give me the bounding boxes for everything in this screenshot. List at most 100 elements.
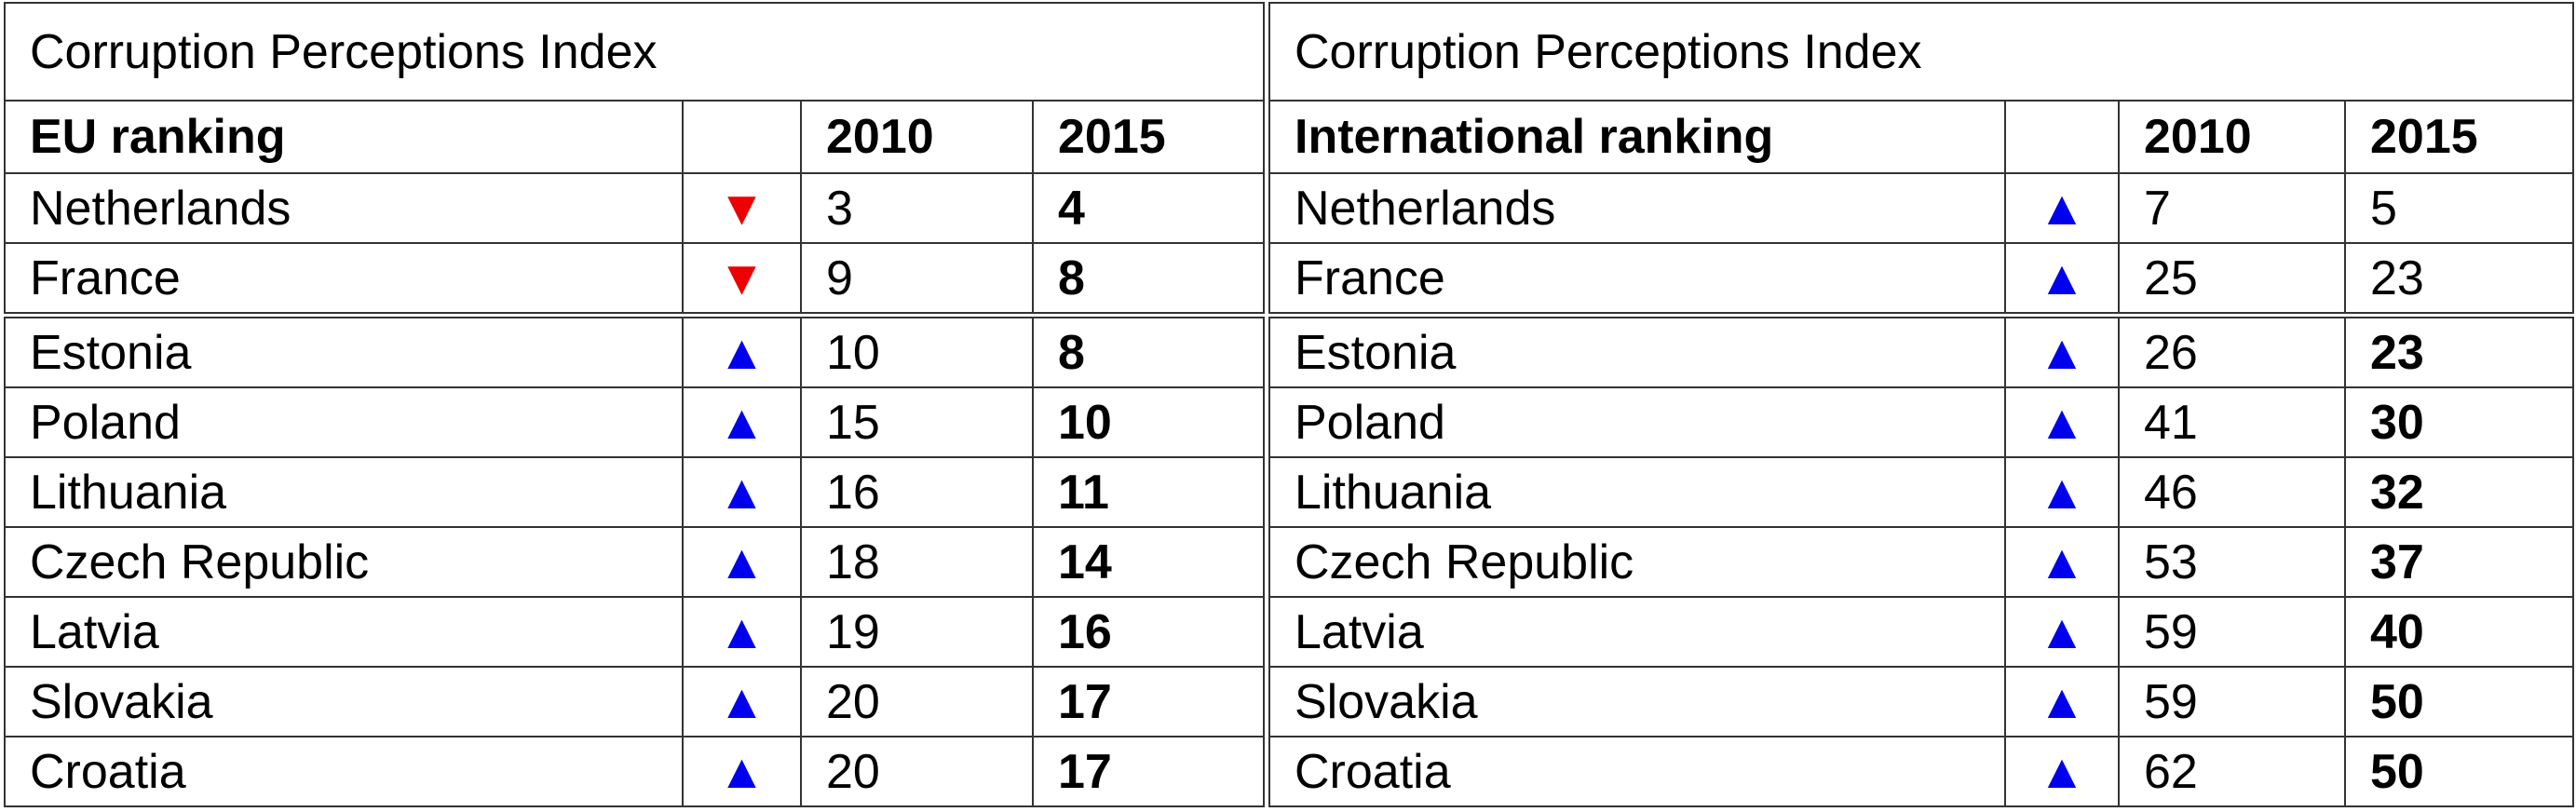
- rank-2015: 30: [2344, 386, 2574, 458]
- data-row: Netherlands ▼ 3 4: [4, 172, 1265, 244]
- rank-2010: 19: [800, 596, 1034, 668]
- rank-2010: 3: [800, 172, 1034, 244]
- rank-2015: 23: [2344, 312, 2574, 388]
- rank-2010: 59: [2118, 596, 2346, 668]
- country: Lithuania: [4, 456, 684, 528]
- rank-2010: 10: [800, 312, 1034, 388]
- country: France: [1268, 242, 2006, 317]
- trend-arrow: ▼: [682, 172, 802, 244]
- trend-arrow: ▲: [682, 386, 802, 458]
- trend-arrow: ▲: [2004, 666, 2120, 738]
- trend-arrow: ▲: [682, 526, 802, 598]
- country: Czech Republic: [4, 526, 684, 598]
- header-cell: 2015: [1032, 100, 1265, 174]
- country: Latvia: [1268, 596, 2006, 668]
- rank-2015: 37: [2344, 526, 2574, 598]
- data-row: Netherlands ▲ 7 5: [1268, 172, 2574, 244]
- rank-2010: 16: [800, 456, 1034, 528]
- header-cell: 2015: [2344, 100, 2574, 174]
- ranking-table: Corruption Perceptions Index EU ranking 20…: [4, 2, 1265, 807]
- country: France: [4, 242, 684, 317]
- table-title: Corruption Perceptions Index: [1268, 2, 2574, 102]
- ranking-table: Corruption Perceptions Index Internationa…: [1268, 2, 2574, 807]
- trend-arrow: ▲: [682, 312, 802, 388]
- data-row: France ▲ 25 23: [1268, 242, 2574, 317]
- country: Netherlands: [4, 172, 684, 244]
- country: Estonia: [1268, 312, 2006, 388]
- country: Netherlands: [1268, 172, 2006, 244]
- trend-arrow: ▲: [2004, 456, 2120, 528]
- data-row: Poland ▲ 15 10: [4, 386, 1265, 458]
- country: Czech Republic: [1268, 526, 2006, 598]
- data-row: Czech Republic ▲ 53 37: [1268, 526, 2574, 598]
- data-row: France ▼ 9 8: [4, 242, 1265, 317]
- rank-2015: 14: [1032, 526, 1265, 598]
- data-row: Poland ▲ 41 30: [1268, 386, 2574, 458]
- country: Croatia: [1268, 736, 2006, 807]
- rank-2015: 32: [2344, 456, 2574, 528]
- data-row: Estonia ▲ 26 23: [1268, 312, 2574, 388]
- data-row: Lithuania ▲ 16 11: [4, 456, 1265, 528]
- country: Poland: [4, 386, 684, 458]
- rank-2010: 20: [800, 666, 1034, 738]
- data-row: Latvia ▲ 59 40: [1268, 596, 2574, 668]
- country: Slovakia: [1268, 666, 2006, 738]
- country: Estonia: [4, 312, 684, 388]
- trend-arrow: ▲: [682, 456, 802, 528]
- trend-arrow: ▲: [682, 666, 802, 738]
- rank-2010: 15: [800, 386, 1034, 458]
- rank-2010: 7: [2118, 172, 2346, 244]
- rank-2015: 8: [1032, 312, 1265, 388]
- header-cell: International ranking: [1268, 100, 2006, 174]
- rank-2010: 20: [800, 736, 1034, 807]
- trend-arrow: ▲: [2004, 596, 2120, 668]
- header-cell: [2004, 100, 2120, 174]
- header-row: EU ranking 2010 2015: [4, 100, 1265, 174]
- rank-2010: 62: [2118, 736, 2346, 807]
- rank-2010: 26: [2118, 312, 2346, 388]
- rank-2015: 50: [2344, 736, 2574, 807]
- data-row: Croatia ▲ 62 50: [1268, 736, 2574, 807]
- rank-2010: 9: [800, 242, 1034, 317]
- country: Latvia: [4, 596, 684, 668]
- rank-2015: 10: [1032, 386, 1265, 458]
- data-row: Lithuania ▲ 46 32: [1268, 456, 2574, 528]
- trend-arrow: ▲: [2004, 736, 2120, 807]
- rank-2015: 23: [2344, 242, 2574, 317]
- trend-arrow: ▲: [2004, 386, 2120, 458]
- rank-2015: 16: [1032, 596, 1265, 668]
- data-row: Croatia ▲ 20 17: [4, 736, 1265, 807]
- trend-arrow: ▲: [682, 736, 802, 807]
- rank-2015: 40: [2344, 596, 2574, 668]
- data-row: Slovakia ▲ 20 17: [4, 666, 1265, 738]
- country: Lithuania: [1268, 456, 2006, 528]
- data-row: Latvia ▲ 19 16: [4, 596, 1265, 668]
- rank-2015: 11: [1032, 456, 1265, 528]
- header-cell: 2010: [2118, 100, 2346, 174]
- data-row: Czech Republic ▲ 18 14: [4, 526, 1265, 598]
- table-title: Corruption Perceptions Index: [4, 2, 1265, 102]
- rank-2010: 18: [800, 526, 1034, 598]
- rank-2010: 41: [2118, 386, 2346, 458]
- country: Poland: [1268, 386, 2006, 458]
- trend-arrow: ▼: [682, 242, 802, 317]
- rank-2010: 46: [2118, 456, 2346, 528]
- header-row: International ranking 2010 2015: [1268, 100, 2574, 174]
- header-cell: [682, 100, 802, 174]
- data-row: Estonia ▲ 10 8: [4, 312, 1265, 388]
- rank-2010: 25: [2118, 242, 2346, 317]
- title-row: Corruption Perceptions Index: [1268, 2, 2574, 102]
- header-cell: 2010: [800, 100, 1034, 174]
- header-cell: EU ranking: [4, 100, 684, 174]
- rank-2015: 4: [1032, 172, 1265, 244]
- data-row: Slovakia ▲ 59 50: [1268, 666, 2574, 738]
- country: Slovakia: [4, 666, 684, 738]
- rank-2015: 8: [1032, 242, 1265, 317]
- rank-2015: 17: [1032, 736, 1265, 807]
- title-row: Corruption Perceptions Index: [4, 2, 1265, 102]
- trend-arrow: ▲: [682, 596, 802, 668]
- trend-arrow: ▲: [2004, 172, 2120, 244]
- trend-arrow: ▲: [2004, 526, 2120, 598]
- trend-arrow: ▲: [2004, 312, 2120, 388]
